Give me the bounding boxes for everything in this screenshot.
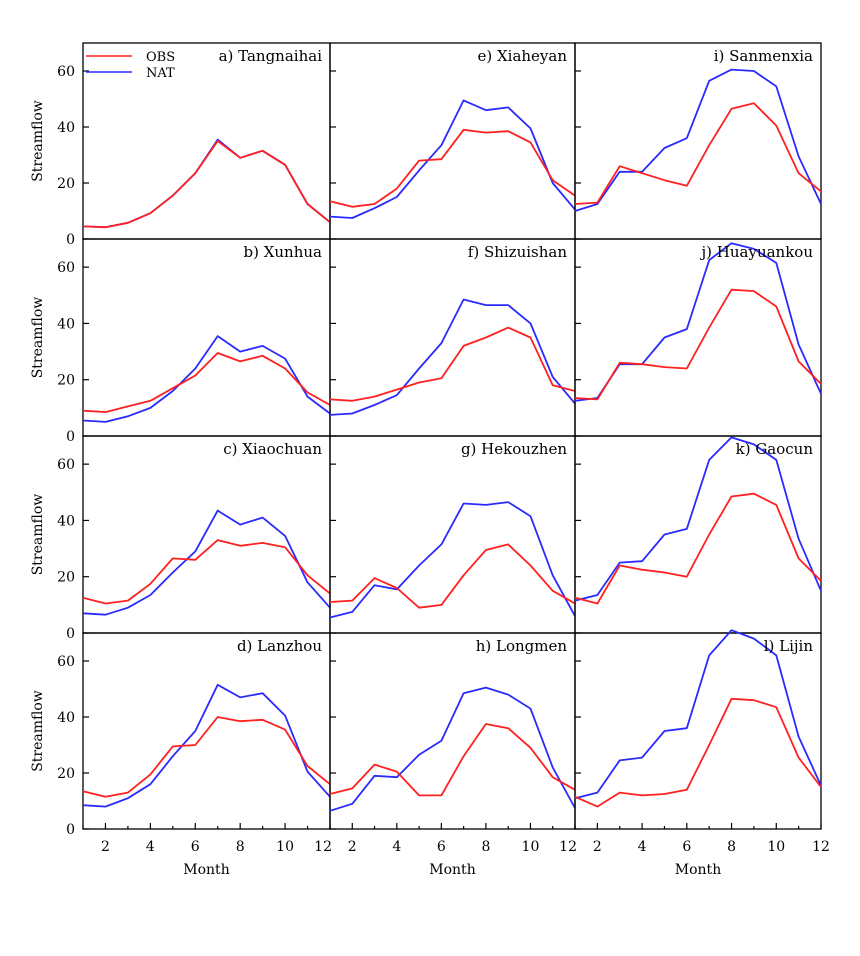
x-tick-label: 2 [348,839,357,855]
panel-8: h) Longmen 2 4 6 8 10 12 Month [330,633,577,878]
x-tick-label: 6 [191,839,200,855]
obs-line [575,103,821,204]
y-tick-label: 0 [66,822,75,838]
nat-line [83,685,330,807]
panel-title: c) Xiaochuan [223,440,322,458]
panel-frame [83,239,330,436]
panel-3: c) Xiaochuan 0 20 40 60 Streamflow [30,436,330,642]
panel-9: i) Sanmenxia [575,43,821,239]
x-axis-title: Month [429,862,475,878]
obs-line [83,353,330,412]
obs-line [330,544,575,607]
x-tick-label: 10 [767,839,785,855]
panel-title: k) Gaocun [736,440,814,458]
y-axis-title: Streamflow [30,100,46,182]
x-tick-label: 8 [481,839,490,855]
panel-title: i) Sanmenxia [714,47,813,65]
panel-1: a) Tangnaihai 0 20 40 60 Streamflow [30,43,330,248]
panel-5: e) Xiaheyan [330,43,575,239]
panel-11: k) Gaocun [575,436,821,633]
panel-title: h) Longmen [476,637,568,655]
y-axis-title: Streamflow [30,690,46,772]
panel-frame [575,633,821,829]
x-tick-label: 2 [101,839,110,855]
x-tick-label: 12 [314,839,332,855]
nat-line [83,511,330,615]
nat-line [575,437,821,600]
x-tick-label: 4 [392,839,401,855]
x-tick-label: 6 [437,839,446,855]
y-axis-title: Streamflow [30,297,46,379]
nat-line [330,100,575,218]
panel-title: g) Hekouzhen [461,440,567,458]
y-tick-label: 60 [57,64,75,80]
panel-2: b) Xunhua 0 20 40 60 Streamflow [30,239,330,445]
panel-4: d) Lanzhou 0 20 40 60 Streamflow 2 4 6 8 10 12 Month [30,633,332,878]
y-tick-label: 20 [57,766,75,782]
x-axis-title: Month [183,862,229,878]
x-tick-label: 8 [236,839,245,855]
x-axis-title: Month [675,862,721,878]
x-tick-label: 4 [638,839,647,855]
obs-line [330,328,575,401]
panel-7: g) Hekouzhen [330,436,575,633]
panel-10: j) Huayuankou [575,239,821,436]
legend-label-nat: NAT [146,66,175,81]
x-tick-label: 4 [146,839,155,855]
streamflow-multi-panel-chart: a) Tangnaihai0204060Streamflowb) Xunhua0… [0,0,860,956]
y-tick-label: 20 [57,373,75,389]
panel-title: l) Lijin [764,637,814,655]
obs-line [83,717,330,797]
obs-line [330,130,575,207]
y-tick-label: 40 [57,316,75,332]
y-tick-label: 40 [57,513,75,529]
nat-line [330,688,575,811]
x-tick-label: 6 [682,839,691,855]
legend-label-obs: OBS [146,50,175,65]
y-tick-label: 20 [57,570,75,586]
obs-line [575,699,821,807]
panel-frame [575,239,821,436]
panel-title: j) Huayuankou [700,243,814,261]
panel-frame [575,436,821,633]
nat-line [330,502,575,617]
panel-6: f) Shizuishan [330,239,575,436]
obs-line [83,141,330,227]
x-tick-label: 12 [559,839,577,855]
panel-title: b) Xunhua [244,243,323,261]
panel-frame [330,43,575,239]
nat-line [575,630,821,798]
panel-title: f) Shizuishan [468,243,568,261]
nat-line [83,140,330,228]
obs-line [575,290,821,400]
x-tick-label: 10 [522,839,540,855]
panel-title: d) Lanzhou [237,637,322,655]
y-tick-label: 40 [57,120,75,136]
y-tick-label: 60 [57,654,75,670]
y-tick-label: 0 [66,429,75,445]
x-tick-label: 10 [276,839,294,855]
y-tick-label: 60 [57,457,75,473]
y-tick-label: 40 [57,710,75,726]
panel-title: e) Xiaheyan [477,47,567,65]
y-tick-label: 0 [66,232,75,248]
panel-title: a) Tangnaihai [219,47,323,65]
obs-line [83,540,330,603]
panel-12: l) Lijin 2 4 6 8 10 12 Month [575,630,830,878]
x-tick-label: 8 [727,839,736,855]
panel-frame [330,239,575,436]
y-tick-label: 0 [66,626,75,642]
x-tick-label: 12 [812,839,830,855]
y-tick-label: 20 [57,176,75,192]
panel-frame [83,436,330,633]
obs-line [575,494,821,604]
y-axis-title: Streamflow [30,494,46,576]
y-tick-label: 60 [57,260,75,276]
x-tick-label: 2 [593,839,602,855]
